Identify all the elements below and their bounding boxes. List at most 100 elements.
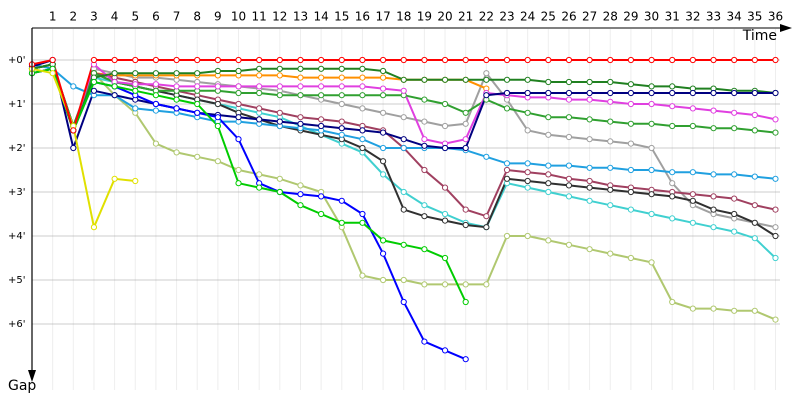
- lap-point: [772, 232, 779, 240]
- lap-point: [689, 191, 696, 198]
- lap-point: [731, 56, 738, 64]
- lap-point: [545, 131, 552, 138]
- lap-point: [462, 356, 469, 363]
- y-tick-label: +4': [8, 231, 26, 242]
- lap-point: [565, 175, 573, 182]
- lap-point: [524, 232, 531, 240]
- lap-point: [689, 169, 696, 176]
- lap-point: [70, 144, 77, 152]
- lap-point: [524, 76, 531, 83]
- lap-point: [421, 246, 428, 253]
- lap-point: [772, 206, 779, 213]
- lap-point: [441, 76, 449, 83]
- lap-point: [400, 56, 407, 64]
- lap-point: [235, 56, 242, 64]
- lap-point: [483, 153, 490, 160]
- lap-point: [359, 144, 366, 152]
- lap-point: [710, 171, 717, 178]
- lap-point: [586, 197, 593, 204]
- lap-point: [235, 180, 242, 187]
- lap-point: [359, 127, 366, 134]
- lap-point: [586, 177, 593, 185]
- lap-point: [731, 307, 738, 314]
- lap-point: [379, 92, 387, 99]
- lap-point: [297, 202, 304, 209]
- lap-point: [297, 191, 304, 198]
- y-axis-arrow: [28, 370, 36, 382]
- lap-point: [483, 76, 490, 83]
- lap-point: [648, 210, 655, 218]
- lap-point: [421, 76, 428, 83]
- lap-point: [421, 136, 428, 143]
- lap-point: [772, 116, 779, 123]
- lap-point: [276, 83, 283, 90]
- y-tick-label: +3': [8, 187, 26, 198]
- lap-point: [400, 241, 407, 248]
- lap-point: [235, 166, 242, 174]
- lap-point: [338, 74, 345, 81]
- lap-point: [710, 125, 717, 132]
- x-tick-label: 13: [293, 10, 308, 24]
- x-tick-label: 24: [520, 10, 535, 24]
- lap-point: [607, 56, 614, 64]
- x-tick-label: 36: [768, 10, 783, 24]
- lap-point: [173, 105, 180, 112]
- lap-point: [90, 56, 98, 64]
- lap-point: [338, 100, 345, 108]
- lap-point: [379, 144, 387, 152]
- lap-point: [276, 175, 283, 182]
- x-axis-arrow: [780, 24, 792, 32]
- lap-point: [359, 219, 366, 226]
- lap-point: [607, 78, 614, 86]
- lap-point: [152, 107, 160, 114]
- lap-point: [276, 92, 283, 99]
- lap-point: [607, 118, 614, 125]
- lap-point: [256, 89, 263, 97]
- lap-point: [751, 235, 758, 242]
- lap-point: [545, 188, 552, 196]
- y-tick-label: +6': [8, 319, 26, 330]
- x-tick-label: 20: [437, 10, 452, 24]
- lap-point: [235, 114, 242, 121]
- lap-point: [235, 67, 242, 75]
- lap-point: [731, 125, 738, 132]
- lap-point: [669, 169, 676, 176]
- lap-point: [524, 56, 531, 64]
- lap-point: [256, 184, 263, 191]
- lap-point: [669, 215, 676, 222]
- lap-point: [379, 129, 387, 136]
- lap-point: [648, 120, 655, 127]
- lap-point: [545, 78, 552, 86]
- lap-point: [545, 180, 552, 187]
- lap-point: [132, 70, 139, 77]
- x-tick-label: 19: [417, 10, 432, 24]
- x-tick-label: 29: [623, 10, 638, 24]
- lap-point: [256, 65, 263, 72]
- lap-point: [276, 109, 283, 116]
- lap-point: [669, 89, 676, 97]
- lap-point: [173, 149, 180, 156]
- x-tick-label: 16: [355, 10, 370, 24]
- lap-point: [586, 116, 593, 123]
- lap-point: [462, 76, 469, 83]
- lap-point: [338, 125, 345, 132]
- lap-point: [565, 56, 573, 64]
- lap-point: [772, 56, 779, 64]
- lap-point: [710, 107, 717, 114]
- lap-point: [524, 177, 531, 185]
- lap-point: [379, 74, 387, 81]
- lap-point: [607, 202, 614, 209]
- lap-point: [627, 140, 635, 147]
- plot-area: [28, 56, 779, 363]
- lap-point: [689, 105, 696, 112]
- lap-point: [379, 250, 387, 257]
- x-tick-label: 4: [111, 10, 119, 24]
- lap-point: [111, 70, 118, 77]
- lap-point: [297, 182, 304, 189]
- lap-point: [648, 191, 655, 198]
- lap-point: [565, 241, 573, 248]
- lap-point: [586, 246, 593, 253]
- lap-point: [318, 56, 325, 64]
- lap-point: [441, 122, 449, 130]
- lap-point: [111, 92, 118, 99]
